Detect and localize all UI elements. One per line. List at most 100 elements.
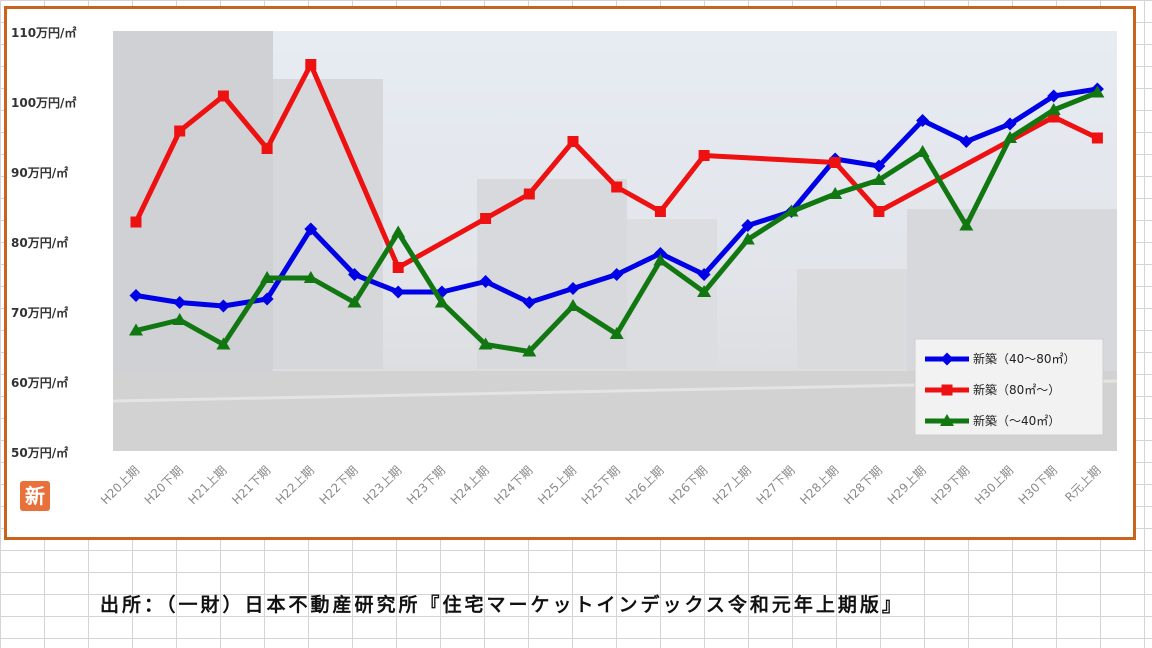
- series-3-point: [1090, 85, 1105, 98]
- series-1-point: [1003, 117, 1017, 131]
- series-3-point: [740, 232, 755, 245]
- series-1-point: [391, 285, 405, 299]
- series-1-point: [479, 275, 493, 288]
- series-1-point: [522, 296, 536, 309]
- series-3-point: [434, 295, 449, 308]
- y-tick-label: 100万円/㎡: [11, 95, 76, 110]
- legend-marker-2: [941, 384, 953, 396]
- x-tick-label: H27下期: [754, 463, 798, 507]
- series-3-point: [522, 344, 537, 357]
- legend-marker-3: [940, 414, 954, 426]
- series-2-point: [1048, 111, 1060, 123]
- series-1-point: [697, 268, 711, 281]
- series-1-point: [173, 296, 187, 309]
- y-tick-label: 110万円/㎡: [11, 25, 76, 40]
- x-axis-ticks: H20上期 H20下期 H21上期 H21下期 H22上期 H22下期 H23上期 H23下期…: [98, 463, 1103, 507]
- series-1-point: [216, 299, 230, 313]
- x-tick-label: H23下期: [404, 463, 448, 507]
- x-tick-label: H26下期: [666, 463, 710, 507]
- x-tick-label: H25下期: [579, 463, 623, 507]
- x-tick-label: H25上期: [535, 463, 579, 507]
- x-tick-label: H22下期: [317, 463, 361, 507]
- series-3-point: [216, 337, 231, 350]
- series-2-point: [130, 216, 142, 228]
- series-3-point: [478, 337, 493, 350]
- series-2-point: [174, 125, 186, 137]
- series-3-point: [871, 173, 886, 185]
- legend-marker-1: [940, 352, 954, 366]
- series-2-point: [567, 136, 579, 147]
- y-tick-label: 70万円/㎡: [11, 305, 68, 320]
- series-1-point: [129, 289, 143, 302]
- x-tick-label: H28下期: [841, 463, 885, 507]
- y-tick-label: 50万円/㎡: [11, 445, 68, 460]
- legend-label: 新築（〜40㎡）: [973, 413, 1060, 428]
- series-3-point: [697, 285, 712, 297]
- series-1-point: [610, 268, 624, 281]
- series-3-point: [1003, 131, 1017, 143]
- x-tick-label: H30下期: [1016, 463, 1060, 507]
- series-1-point: [1047, 89, 1061, 103]
- series-layer: [129, 59, 1105, 357]
- line-chart: 110万円/㎡ 100万円/㎡ 90万円/㎡ 80万円/㎡ 70万円/㎡ 60万円/㎡ 50…: [11, 25, 1118, 511]
- series-2-point: [523, 188, 535, 200]
- x-tick-label: R元上期: [1062, 463, 1103, 504]
- series-3-point: [303, 271, 318, 283]
- legend: 新築（40〜80㎡） 新築（80㎡〜） 新築（〜40㎡）: [914, 338, 1104, 436]
- series-1-point: [304, 222, 318, 236]
- x-tick-label: H30上期: [972, 463, 1016, 507]
- series-2-point: [392, 262, 404, 273]
- x-tick-label: H24上期: [448, 463, 492, 507]
- series-3-point: [1046, 103, 1061, 115]
- legend-label: 新築（40〜80㎡）: [973, 351, 1076, 366]
- series-3-point: [784, 204, 799, 217]
- series-2-point: [829, 157, 841, 168]
- x-tick-label: H20下期: [142, 463, 186, 507]
- x-tick-label: H27上期: [710, 463, 754, 507]
- series-2-point: [1091, 132, 1103, 144]
- series-1-point: [959, 135, 973, 148]
- series-3-point: [260, 271, 275, 283]
- x-tick-label: H29下期: [928, 463, 972, 507]
- series-1-point: [741, 219, 755, 232]
- series-3-point: [391, 225, 406, 238]
- x-tick-label: H26上期: [622, 463, 666, 507]
- series-2-point: [480, 213, 492, 224]
- series-1-point: [260, 292, 274, 306]
- chart-frame: 110万円/㎡ 100万円/㎡ 90万円/㎡ 80万円/㎡ 70万円/㎡ 60万円/㎡ 50…: [4, 6, 1136, 540]
- y-axis-ticks: 110万円/㎡ 100万円/㎡ 90万円/㎡ 80万円/㎡ 70万円/㎡ 60万円/㎡ 50…: [11, 25, 76, 460]
- x-tick-label: H20上期: [98, 463, 142, 507]
- series-3-point: [828, 187, 843, 199]
- x-tick-label: H22上期: [273, 463, 317, 507]
- y-tick-label: 60万円/㎡: [11, 375, 68, 390]
- y-tick-label: 90万円/㎡: [11, 165, 68, 180]
- series-3-point: [129, 323, 143, 336]
- y-tick-label: 80万円/㎡: [11, 235, 68, 250]
- x-tick-label: H24下期: [491, 463, 535, 507]
- x-tick-label: H21上期: [185, 463, 229, 507]
- series-1-point: [872, 159, 886, 173]
- series-2-point: [611, 181, 623, 193]
- series-2-point: [698, 150, 710, 161]
- series-3-point: [566, 299, 580, 311]
- series-3-point: [915, 145, 930, 157]
- x-tick-label: H29上期: [885, 463, 929, 507]
- series-2-point: [217, 90, 229, 102]
- logo-text: 新: [25, 484, 45, 508]
- series-2-point: [873, 206, 885, 217]
- series-3-point: [959, 218, 974, 231]
- series-3-point: [653, 253, 668, 266]
- series-2-point: [305, 59, 317, 70]
- series-2-point: [261, 143, 273, 154]
- series-3-point: [172, 313, 187, 325]
- series-1-point: [566, 282, 580, 295]
- source-note: 出所：（一財）日本不動産研究所『住宅マーケットインデックス令和元年上期版』: [100, 594, 904, 616]
- series-3-point: [347, 295, 362, 308]
- logo-badge: 新: [20, 481, 50, 511]
- legend-label: 新築（80㎡〜）: [973, 382, 1060, 397]
- x-tick-label: H21下期: [229, 463, 273, 507]
- series-2-point: [654, 206, 666, 217]
- x-tick-label: H23上期: [360, 463, 404, 507]
- series-3-point: [609, 327, 624, 339]
- series-1-point: [348, 268, 361, 281]
